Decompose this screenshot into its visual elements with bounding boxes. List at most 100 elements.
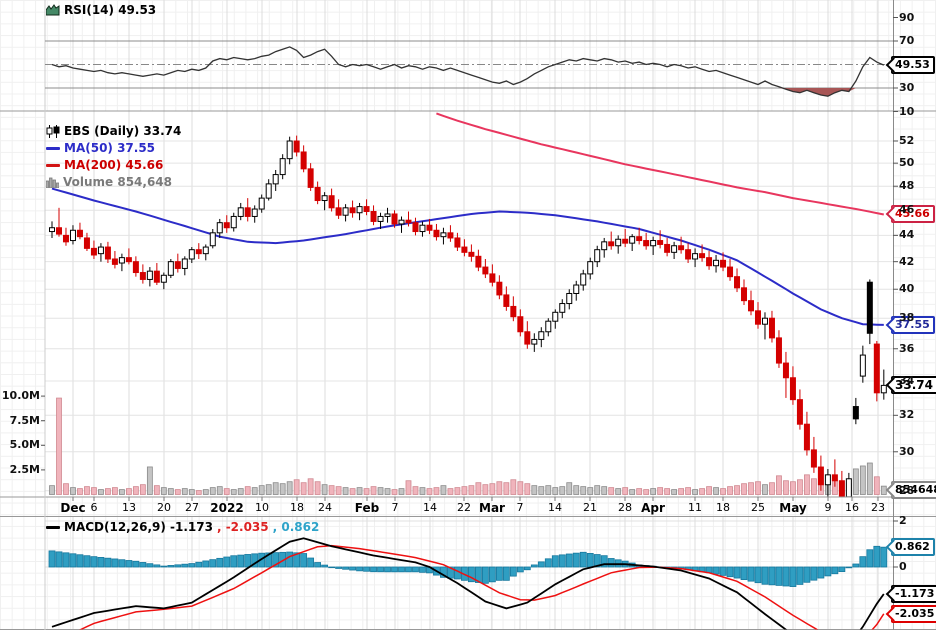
candle-body <box>678 245 685 251</box>
date-axis-label: 18 <box>290 501 304 514</box>
candle-body <box>503 294 510 307</box>
date-axis-label: 7 <box>391 501 399 514</box>
candle-body <box>83 237 90 249</box>
volume-bar <box>866 462 873 495</box>
date-axis-label: 20 <box>157 501 171 514</box>
volume-bar <box>573 485 580 495</box>
candle-body <box>454 237 461 248</box>
rsi-group <box>51 46 885 97</box>
macd-histogram-bar <box>537 561 545 568</box>
volume-bar <box>559 486 566 495</box>
macd-histogram-bar <box>76 554 84 568</box>
date-axis-label: Mar <box>479 501 505 515</box>
volume-bar <box>125 488 132 495</box>
candle-body <box>580 273 587 286</box>
candle-body <box>859 354 866 377</box>
volume-legend: Volume 854,648 <box>46 175 172 189</box>
macd-histogram-bar <box>251 553 259 568</box>
macd-histogram-bar <box>55 551 63 568</box>
volume-bar <box>706 486 712 495</box>
volume-bar <box>713 487 719 495</box>
date-axis-label: Dec <box>60 501 86 515</box>
macd-histogram-bar <box>544 558 552 568</box>
macd-histogram-bar <box>202 560 210 568</box>
volume-bar <box>629 489 636 495</box>
volume-bar <box>454 487 461 495</box>
macd-histogram-bar <box>775 566 783 586</box>
macd-histogram-bar <box>104 557 112 568</box>
symbol-legend-label: EBS (Daily) 33.74 <box>64 124 182 138</box>
macd-histogram-bar <box>502 566 510 581</box>
macd-histogram-bar <box>167 565 175 568</box>
candle-body <box>622 238 629 244</box>
macd-histogram-bar <box>838 566 846 572</box>
macd-histogram-bar <box>300 553 308 568</box>
macd-histogram-bar <box>551 555 559 568</box>
volume-bar <box>769 482 775 495</box>
volume-bar <box>300 482 307 495</box>
candle-body <box>139 272 146 280</box>
rsi-axis-label: 30 <box>899 81 915 94</box>
candle-body <box>817 466 824 486</box>
candle-body <box>279 158 286 176</box>
candle-body <box>251 208 258 217</box>
candle-body <box>356 206 363 214</box>
candle-body <box>706 257 713 267</box>
volume-bar <box>608 487 615 495</box>
volume-bar <box>859 465 866 495</box>
macd-histogram-bar <box>118 559 126 568</box>
macd-histogram-bar <box>188 563 196 568</box>
volume-bar <box>84 486 90 495</box>
candle-body <box>531 338 538 345</box>
candle-body <box>489 273 496 283</box>
macd-histogram-bar <box>83 555 91 568</box>
candle-body <box>62 234 69 243</box>
volume-bar <box>720 488 726 495</box>
volume-bar <box>538 486 545 495</box>
candle-body <box>810 449 817 468</box>
volume-bar <box>468 485 475 495</box>
volume-bar <box>244 486 251 495</box>
candle-body <box>838 480 845 497</box>
candle-body <box>517 316 524 333</box>
macd-histogram-bar <box>761 566 769 585</box>
date-axis-label: 27 <box>185 501 199 514</box>
candle-body <box>545 320 552 333</box>
date-axis-label: 24 <box>318 501 332 514</box>
volume-bar <box>328 485 335 495</box>
price-axis-label: 40 <box>899 282 915 296</box>
macd-histogram-bar <box>817 566 825 579</box>
volume-bar <box>727 486 733 495</box>
volume-bar <box>153 485 160 495</box>
volume-bar <box>587 487 594 495</box>
candle-body <box>335 207 342 216</box>
candle-body <box>566 292 573 305</box>
volume-bar <box>552 487 559 495</box>
ma50-value-badge: 37.55 <box>891 315 935 334</box>
macd-histogram-bar <box>845 566 853 569</box>
volume-bar <box>433 487 440 495</box>
candle-body <box>440 232 447 238</box>
volume-bar <box>734 485 740 495</box>
volume-bar <box>335 486 342 495</box>
volume-axis-label: 7.5M <box>9 413 40 427</box>
macd-histogram-bar <box>230 555 238 568</box>
candle-body <box>118 257 125 264</box>
candle-body <box>167 261 174 276</box>
date-axis-label: 18 <box>716 501 730 514</box>
candle-body <box>202 246 209 255</box>
date-axis-label: 13 <box>122 501 136 514</box>
volume-bar <box>426 488 433 495</box>
macd-histogram-bar <box>293 552 301 568</box>
volume-bar <box>167 488 174 495</box>
macd-histogram-bar <box>314 562 322 568</box>
price-axis-label: 38 <box>899 311 915 325</box>
macd-axis-label: 2 <box>899 514 907 527</box>
candle-body <box>174 261 181 269</box>
volume-bar <box>216 486 223 495</box>
volume-bar <box>321 484 328 495</box>
macd-group <box>48 537 888 630</box>
volume-bar <box>49 485 55 495</box>
volume-bar <box>223 488 230 495</box>
